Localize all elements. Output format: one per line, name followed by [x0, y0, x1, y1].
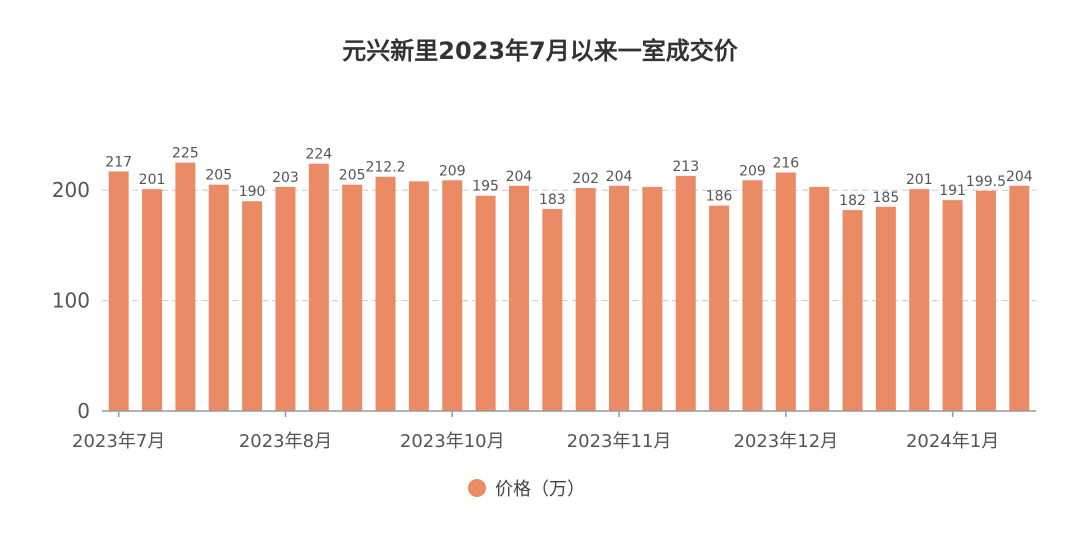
bar	[875, 206, 896, 411]
data-label: 205	[205, 168, 232, 184]
bar	[408, 181, 429, 411]
bar	[809, 186, 830, 411]
bar	[675, 175, 696, 411]
bar	[308, 163, 329, 411]
bar	[942, 200, 963, 411]
y-tick-label: 200	[52, 178, 90, 202]
data-label: 204	[606, 169, 633, 185]
x-tick-label: 2023年11月	[567, 431, 672, 452]
bar	[242, 201, 263, 411]
data-label: 209	[439, 163, 466, 179]
data-label: 202	[572, 171, 599, 187]
bar	[775, 172, 796, 411]
data-label: 201	[139, 172, 166, 188]
bar	[108, 171, 129, 411]
bar	[475, 195, 496, 411]
data-label: 205	[339, 168, 366, 184]
x-tick-label: 2023年12月	[733, 431, 838, 452]
y-tick-label: 100	[52, 289, 90, 313]
data-label: 217	[105, 154, 132, 170]
bar	[709, 205, 730, 411]
bars	[108, 162, 1030, 411]
x-tick-label: 2023年7月	[72, 431, 165, 452]
bar	[508, 185, 529, 411]
bar	[342, 184, 363, 411]
bar	[375, 176, 396, 411]
gridlines	[102, 189, 1036, 302]
bar	[742, 180, 763, 411]
data-label: 201	[906, 172, 933, 188]
chart-title: 元兴新里2023年7月以来一室成交价	[342, 37, 738, 65]
x-tick-label: 2024年1月	[906, 431, 999, 452]
data-label: 216	[772, 156, 799, 172]
bar	[142, 189, 163, 411]
data-label: 199.5	[966, 174, 1006, 190]
data-label: 195	[472, 179, 499, 195]
data-label: 182	[839, 193, 866, 209]
bar	[575, 187, 596, 411]
data-label: 209	[739, 163, 766, 179]
legend-label[interactable]: 价格（万）	[495, 479, 585, 500]
bar	[542, 208, 563, 411]
bar	[975, 190, 996, 411]
x-tick-label: 2023年10月	[400, 431, 505, 452]
data-label: 213	[672, 159, 699, 175]
bar	[609, 185, 630, 411]
legend-marker[interactable]	[468, 479, 486, 497]
data-label: 204	[1006, 169, 1033, 185]
y-axis: 0 100 200	[52, 178, 90, 423]
data-label: 183	[539, 192, 566, 208]
bar	[175, 162, 196, 411]
data-label: 190	[239, 184, 266, 200]
data-label: 212.2	[365, 160, 405, 176]
data-label: 191	[939, 183, 966, 199]
bar	[442, 180, 463, 411]
data-label: 185	[873, 190, 900, 206]
data-label: 186	[706, 189, 733, 205]
bar	[208, 184, 229, 411]
bar	[1009, 185, 1030, 411]
bar	[909, 189, 930, 411]
data-label: 204	[506, 169, 533, 185]
bar	[642, 186, 663, 411]
data-label: 225	[172, 146, 199, 162]
y-tick-label: 0	[77, 399, 90, 423]
legend[interactable]: 价格（万）	[468, 479, 585, 500]
data-label: 224	[305, 147, 332, 163]
data-label: 203	[272, 170, 299, 186]
bar	[275, 186, 296, 411]
bar	[842, 210, 863, 411]
x-axis: 2023年7月 2023年8月 2023年10月 2023年11月 2023年12月 20…	[72, 410, 1036, 452]
x-tick-label: 2023年8月	[239, 431, 332, 452]
